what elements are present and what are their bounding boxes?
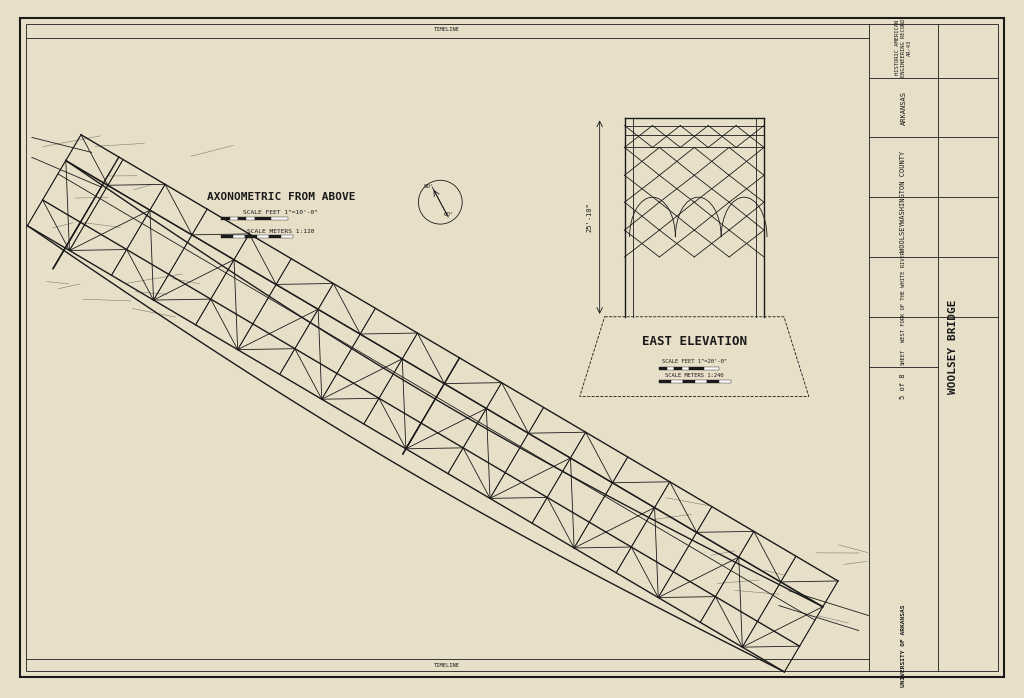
Text: EAST ELEVATION: EAST ELEVATION (642, 335, 746, 348)
Bar (255, 217, 271, 220)
Bar (659, 366, 667, 369)
Bar (221, 235, 233, 238)
Bar (695, 380, 708, 383)
Bar (245, 235, 257, 238)
Bar (719, 380, 731, 383)
Text: TIMELINE: TIMELINE (434, 663, 460, 668)
Bar (233, 235, 245, 238)
Text: SCALE FEET 1"=20'-0": SCALE FEET 1"=20'-0" (662, 359, 727, 364)
Bar (271, 217, 288, 220)
Bar (708, 380, 719, 383)
Bar (705, 366, 719, 369)
Text: AXONOMETRIC FROM ABOVE: AXONOMETRIC FROM ABOVE (207, 192, 355, 202)
Text: TIMELINE: TIMELINE (434, 27, 460, 32)
Bar (672, 380, 683, 383)
Bar (683, 380, 695, 383)
Text: WEST FORK OF THE WHITE RIVER: WEST FORK OF THE WHITE RIVER (901, 251, 906, 342)
Bar (246, 217, 255, 220)
Bar (667, 366, 675, 369)
Text: SCALE METERS 1:120: SCALE METERS 1:120 (247, 229, 314, 234)
Text: 5 of 8: 5 of 8 (900, 373, 906, 399)
Text: ARKANSAS: ARKANSAS (900, 91, 906, 124)
Bar (257, 235, 269, 238)
Text: SCALE FEET 1"=10'-0": SCALE FEET 1"=10'-0" (244, 210, 318, 215)
Text: 25'-10": 25'-10" (587, 202, 593, 232)
Bar (659, 380, 672, 383)
Text: WOOLSEY BRIDGE: WOOLSEY BRIDGE (948, 299, 958, 394)
Text: WOOLSEY: WOOLSEY (900, 222, 906, 252)
Text: SHEET: SHEET (901, 348, 906, 365)
Text: UNIVERSITY OF ARKANSAS: UNIVERSITY OF ARKANSAS (901, 604, 906, 687)
Bar (229, 217, 238, 220)
Bar (238, 217, 246, 220)
Text: SCALE METERS 1:240: SCALE METERS 1:240 (665, 373, 724, 378)
Bar (675, 366, 682, 369)
Bar (682, 366, 689, 369)
Text: HISTORIC AMERICAN
ENGINEERING RECORD
AR-43: HISTORIC AMERICAN ENGINEERING RECORD AR-… (895, 19, 911, 77)
Bar (269, 235, 281, 238)
Bar (689, 366, 705, 369)
Text: 90°: 90° (424, 184, 433, 189)
Bar (281, 235, 293, 238)
Text: WASHINGTON COUNTY: WASHINGTON COUNTY (900, 151, 906, 223)
Text: 60°: 60° (443, 212, 454, 217)
Bar (221, 217, 229, 220)
